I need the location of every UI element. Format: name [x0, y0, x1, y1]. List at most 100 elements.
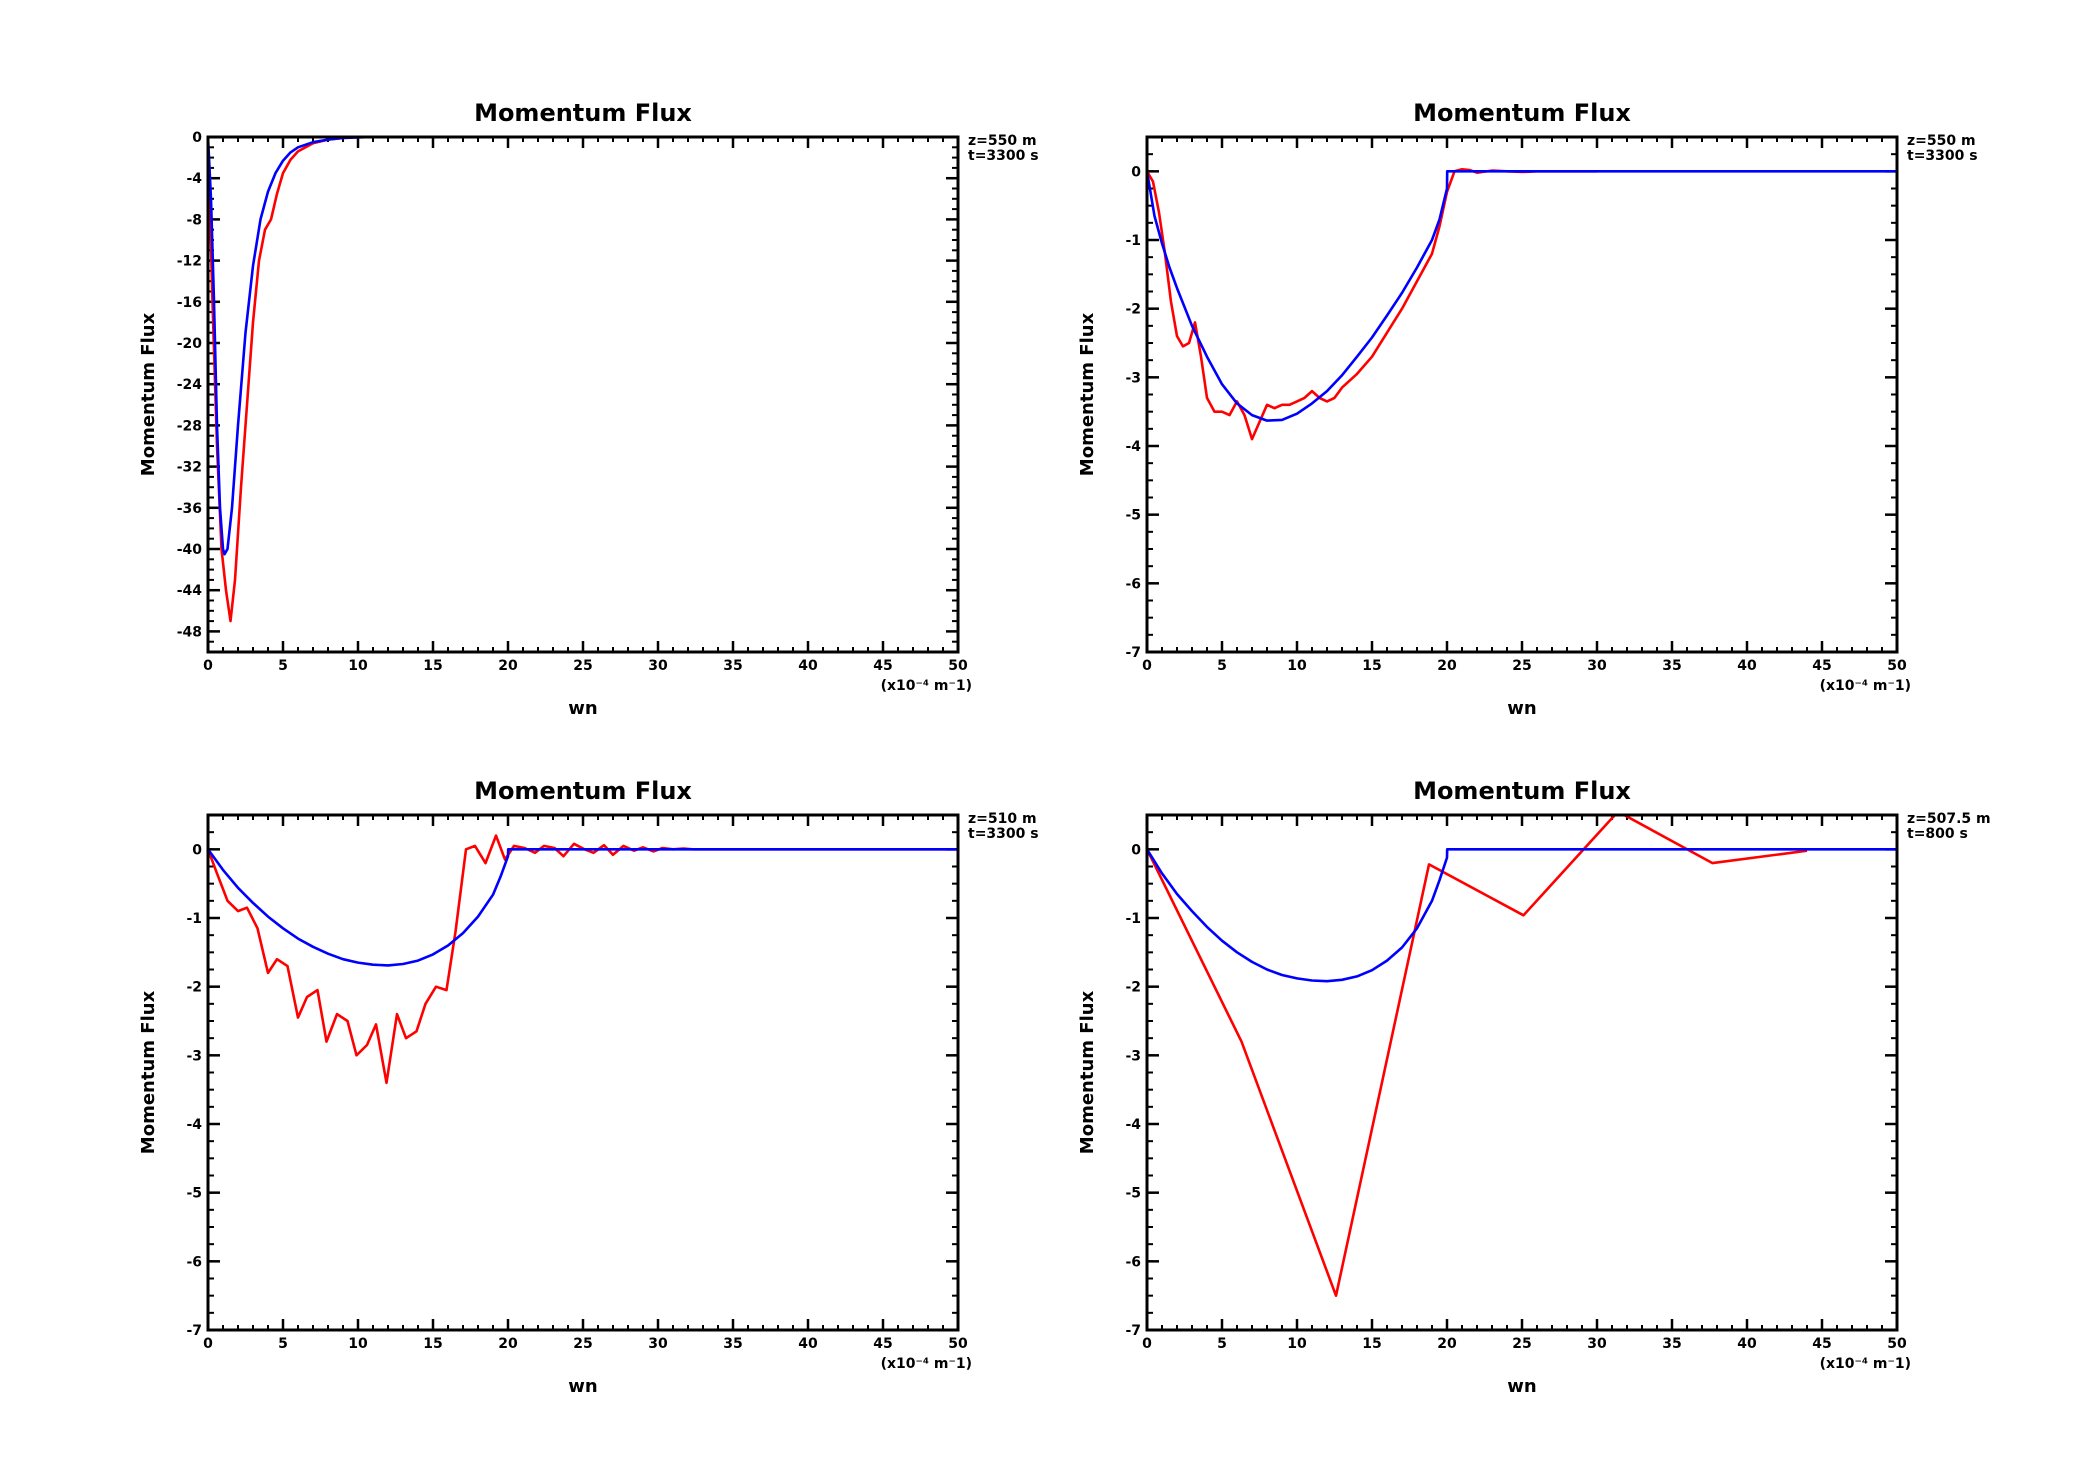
x-tick-label: 45	[1812, 1336, 1831, 1352]
series-line-1	[1147, 168, 1597, 441]
x-tick-label: 30	[1587, 1336, 1607, 1352]
y-tick-label: -3	[1125, 1048, 1141, 1064]
y-tick-label: -12	[177, 254, 202, 270]
series-line-1	[1147, 815, 1808, 1297]
x-tick-label: 10	[1287, 1336, 1307, 1352]
x-tick-label: 40	[798, 658, 818, 674]
x-tick-label: 15	[423, 658, 442, 674]
x-tick-label: 0	[1142, 1336, 1152, 1352]
chart-title: Momentum Flux	[474, 777, 692, 805]
x-tick-label: 35	[723, 658, 742, 674]
annotation-text: t=3300 s	[1907, 148, 1978, 164]
x-tick-label: 15	[423, 1336, 442, 1352]
x-tick-label: 45	[873, 1336, 892, 1352]
annotation-text: t=3300 s	[968, 148, 1039, 164]
y-tick-label: -6	[1125, 576, 1141, 592]
annotation-text: z=550 m	[1907, 133, 1976, 149]
annotation-text: t=800 s	[1907, 826, 1968, 842]
y-tick-label: -5	[1125, 1186, 1141, 1202]
y-tick-label: -2	[1125, 980, 1141, 996]
y-axis-label: Momentum Flux	[1077, 312, 1098, 476]
x-unit-label: (x10⁻⁴ m⁻1)	[1820, 678, 1911, 694]
chart-panel-2: Momentum Flux 0 5 10 15 20 25 30 35 40 45 50 0 -1 -2 -3…	[1077, 99, 1978, 719]
y-tick-label: -16	[177, 295, 202, 311]
series-line-1	[208, 137, 958, 623]
y-tick-label: 0	[192, 842, 202, 858]
y-tick-label: -48	[177, 624, 202, 640]
x-tick-label: 25	[573, 658, 592, 674]
y-tick-label: -40	[177, 542, 203, 558]
chart-title: Momentum Flux	[474, 99, 692, 127]
chart-panel-3: Momentum Flux 0 5 10 15 20 25 30 35 40 45 50 0 -1 -2 -3…	[138, 777, 1039, 1397]
x-tick-label: 0	[203, 1336, 213, 1352]
y-axis-label: Momentum Flux	[138, 312, 159, 476]
y-tick-label: 0	[1131, 842, 1141, 858]
y-tick-label: -3	[186, 1048, 202, 1064]
x-tick-label: 30	[1587, 658, 1607, 674]
annotation-text: z=550 m	[968, 133, 1037, 149]
x-tick-label: 20	[498, 658, 518, 674]
x-tick-label: 10	[1287, 658, 1307, 674]
x-tick-label: 15	[1362, 658, 1381, 674]
chart-title: Momentum Flux	[1413, 99, 1631, 127]
x-tick-label: 5	[278, 658, 288, 674]
y-tick-label: -4	[186, 171, 202, 187]
y-tick-label: -7	[1125, 1323, 1141, 1339]
annotation-text: z=510 m	[968, 811, 1037, 827]
series-line-2	[1147, 170, 1897, 422]
chart-title: Momentum Flux	[1413, 777, 1631, 805]
x-tick-label: 0	[1142, 658, 1152, 674]
y-tick-label: -4	[1125, 439, 1141, 455]
series-line-2	[1147, 847, 1897, 983]
x-tick-label: 25	[573, 1336, 592, 1352]
y-tick-label: -2	[1125, 302, 1141, 318]
x-tick-label: 5	[1217, 658, 1227, 674]
x-tick-label: 10	[348, 658, 368, 674]
x-unit-label: (x10⁻⁴ m⁻1)	[1820, 1356, 1911, 1372]
x-tick-label: 45	[873, 658, 892, 674]
y-tick-label: -28	[177, 418, 202, 434]
plot-frame	[206, 813, 960, 1332]
x-tick-label: 50	[948, 1336, 968, 1352]
y-tick-label: -44	[177, 583, 203, 599]
x-tick-label: 50	[948, 658, 968, 674]
x-tick-label: 50	[1887, 1336, 1907, 1352]
y-tick-label: -4	[1125, 1117, 1141, 1133]
plot-frame	[1145, 813, 1899, 1332]
x-tick-label: 5	[278, 1336, 288, 1352]
x-tick-label: 35	[1662, 658, 1681, 674]
y-tick-label: -5	[1125, 508, 1141, 524]
x-tick-label: 40	[798, 1336, 818, 1352]
x-tick-label: 10	[348, 1336, 368, 1352]
annotation-text: t=3300 s	[968, 826, 1039, 842]
plot-frame	[206, 135, 960, 654]
y-tick-label: -3	[1125, 370, 1141, 386]
chart-panel-4: Momentum Flux 0 5 10 15 20 25 30 35 40 45 50 0 -1 -2 -3…	[1077, 777, 1991, 1397]
x-axis-label: wn	[1507, 698, 1536, 719]
x-tick-label: 25	[1512, 1336, 1531, 1352]
annotation-text: z=507.5 m	[1907, 811, 1991, 827]
y-axis-label: Momentum Flux	[1077, 990, 1098, 1154]
series-line-2	[208, 847, 958, 967]
y-tick-label: -1	[1125, 911, 1141, 927]
y-tick-label: -5	[186, 1186, 202, 1202]
x-tick-label: 45	[1812, 658, 1831, 674]
y-tick-label: -36	[177, 501, 202, 517]
x-tick-label: 15	[1362, 1336, 1381, 1352]
x-tick-label: 20	[1437, 1336, 1457, 1352]
x-tick-label: 25	[1512, 658, 1531, 674]
x-tick-label: 20	[498, 1336, 518, 1352]
x-tick-label: 30	[648, 658, 668, 674]
x-tick-label: 5	[1217, 1336, 1227, 1352]
x-axis-label: wn	[1507, 1376, 1536, 1397]
x-tick-label: 50	[1887, 658, 1907, 674]
x-tick-label: 40	[1737, 658, 1757, 674]
y-tick-label: -20	[177, 336, 203, 352]
x-tick-label: 40	[1737, 1336, 1757, 1352]
x-unit-label: (x10⁻⁴ m⁻1)	[881, 1356, 972, 1372]
y-tick-label: -7	[1125, 645, 1141, 661]
y-tick-label: -7	[186, 1323, 202, 1339]
x-tick-label: 20	[1437, 658, 1457, 674]
y-tick-label: -2	[186, 980, 202, 996]
